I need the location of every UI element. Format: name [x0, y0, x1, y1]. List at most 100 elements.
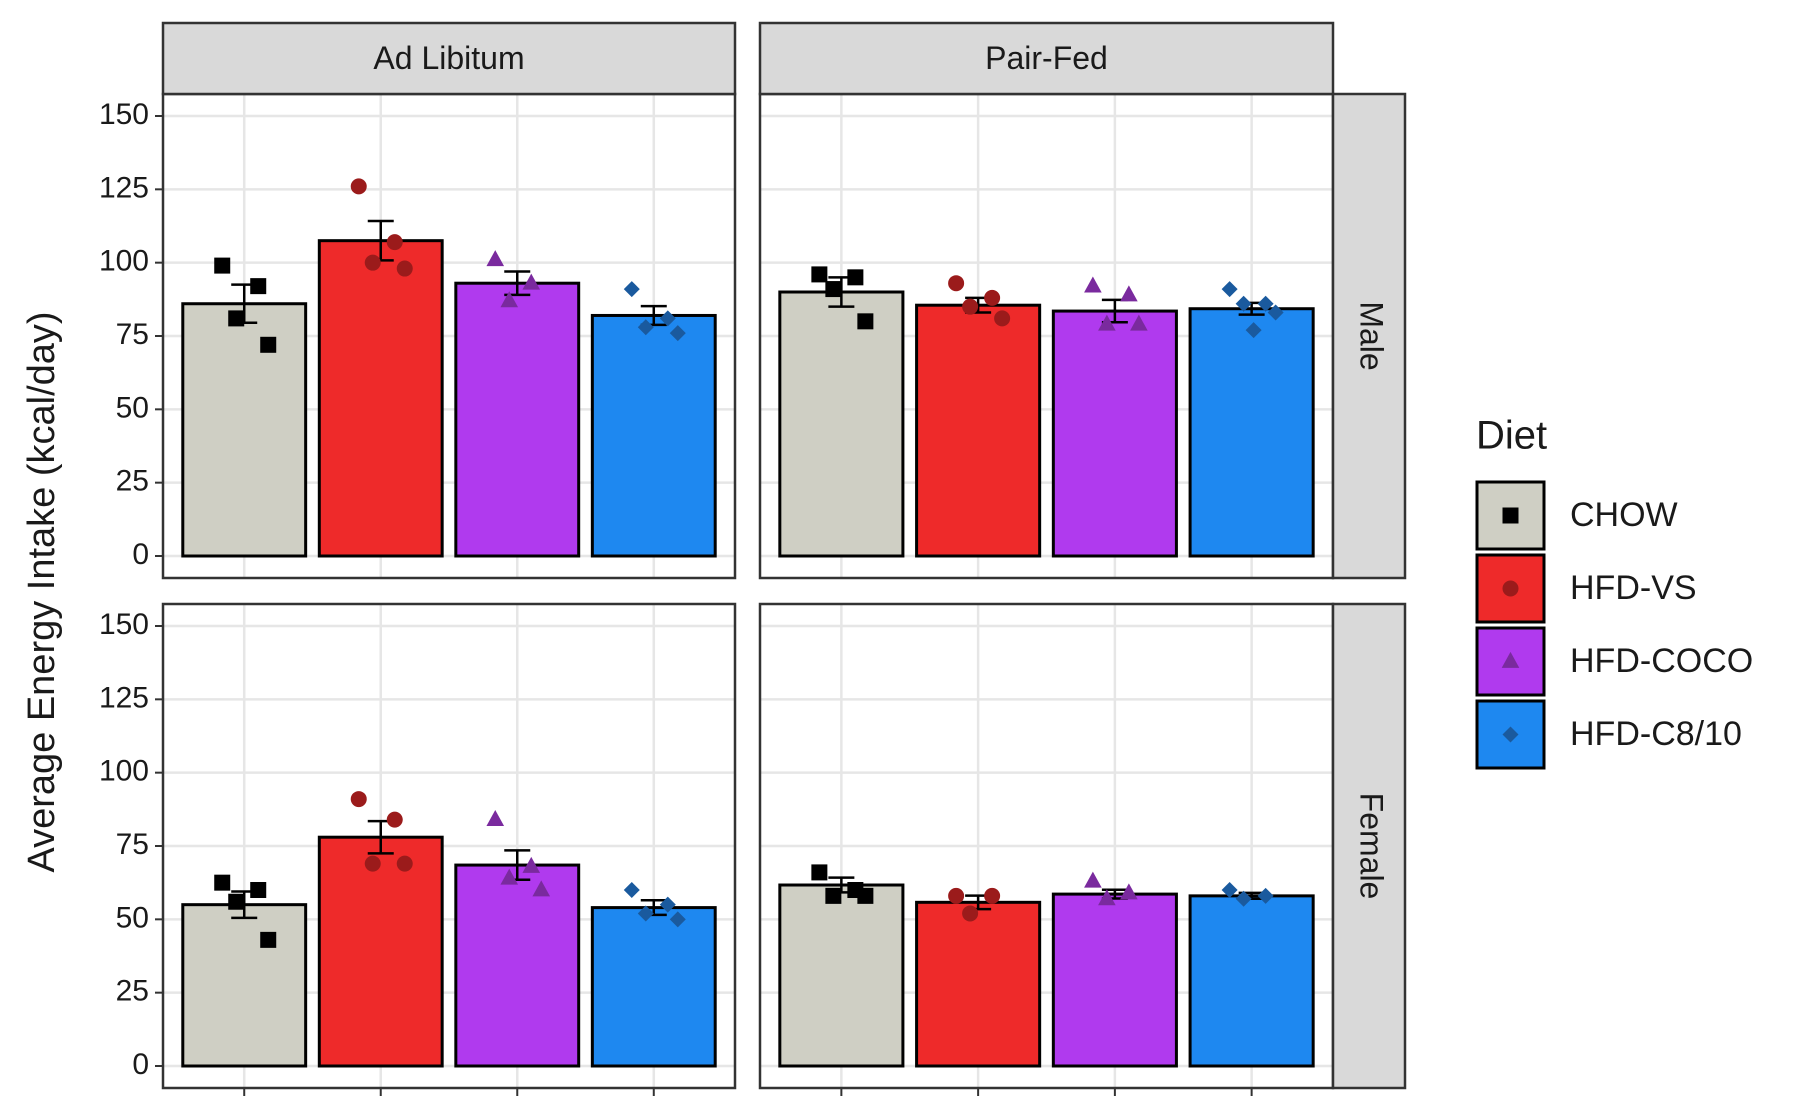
bar [181, 903, 308, 1068]
data-point [811, 266, 828, 283]
bar [1051, 892, 1178, 1068]
data-point [250, 882, 267, 898]
data-point [522, 856, 541, 873]
strip-label: Female [1354, 793, 1390, 900]
data-point [994, 310, 1011, 327]
bar [1051, 309, 1178, 558]
data-point [364, 855, 381, 872]
data-point [1084, 276, 1102, 293]
data-point [948, 275, 965, 292]
y-tick-label: 150 [99, 98, 149, 131]
data-point [260, 931, 277, 948]
data-point [1257, 887, 1274, 904]
y-tick-label: 100 [99, 755, 149, 788]
data-point [228, 893, 245, 910]
data-point [364, 254, 381, 271]
data-point [386, 811, 403, 828]
data-point [857, 887, 874, 904]
data-point [386, 234, 403, 251]
y-tick-label: 50 [116, 901, 149, 934]
strip-label: Pair-Fed [985, 40, 1108, 76]
y-tick-label: 100 [99, 245, 149, 278]
data-point [857, 313, 874, 330]
data-point [1245, 322, 1262, 339]
data-point [962, 905, 979, 922]
data-point [350, 791, 367, 808]
data-point [350, 178, 367, 195]
data-point [847, 269, 864, 286]
data-point [623, 281, 640, 298]
strip-label: Male [1354, 301, 1390, 370]
data-point [1084, 871, 1102, 888]
data-point [1098, 314, 1116, 331]
bar [317, 239, 444, 558]
legend-symbol [1502, 507, 1519, 524]
legend-label: HFD-C8/10 [1570, 715, 1742, 753]
data-point [962, 298, 979, 315]
bar [454, 281, 581, 558]
legend-label: HFD-COCO [1570, 642, 1753, 680]
panel-border [161, 602, 737, 1090]
data-point [811, 864, 828, 881]
data-point [825, 887, 842, 904]
data-point [984, 289, 1001, 306]
data-point [228, 310, 245, 327]
data-point [825, 281, 842, 298]
y-tick-label: 0 [132, 538, 149, 571]
legend-symbol [1502, 580, 1519, 597]
strip [1331, 602, 1407, 1090]
y-tick-label: 50 [116, 391, 149, 424]
data-point [1257, 295, 1274, 312]
data-point [948, 887, 965, 904]
data-point [396, 855, 413, 872]
legend-symbol [1501, 651, 1520, 668]
y-axis-label: Average Energy Intake (kcal/day) [21, 311, 63, 872]
bar [590, 313, 717, 558]
bar [317, 835, 444, 1068]
bar [778, 290, 905, 558]
y-tick-label: 125 [99, 681, 149, 714]
data-point [522, 273, 541, 290]
y-tick-label: 0 [132, 1048, 149, 1081]
y-tick-label: 75 [116, 318, 149, 351]
data-point [500, 291, 519, 308]
data-point [984, 887, 1001, 904]
strip [758, 21, 1335, 96]
data-point [396, 260, 413, 277]
data-point [669, 325, 686, 342]
strip-label: Ad Libitum [373, 40, 524, 76]
data-point [486, 810, 505, 826]
strip [1331, 92, 1407, 580]
data-point [1098, 889, 1116, 906]
y-tick-label: 75 [116, 828, 149, 861]
data-point [637, 319, 654, 336]
y-tick-label: 25 [116, 465, 149, 498]
legend-title: Diet [1476, 414, 1547, 458]
data-point [1221, 281, 1238, 298]
data-point [1235, 295, 1252, 312]
bar [915, 303, 1042, 558]
data-point [500, 868, 519, 885]
strip [161, 21, 737, 96]
data-point [659, 896, 676, 913]
data-point [1267, 304, 1284, 321]
data-point [532, 880, 551, 897]
data-point [1221, 882, 1238, 898]
legend-label: HFD-VS [1570, 569, 1697, 607]
data-point [669, 911, 686, 928]
data-point [637, 905, 654, 922]
bar [1188, 894, 1315, 1068]
data-point [214, 874, 231, 891]
data-point [1130, 314, 1148, 331]
y-tick-label: 25 [116, 975, 149, 1008]
bar [778, 883, 905, 1068]
y-tick-label: 150 [99, 608, 149, 641]
data-point [1120, 883, 1138, 900]
bar [454, 863, 581, 1068]
data-point [260, 336, 277, 353]
data-point [486, 250, 505, 267]
y-tick-label: 125 [99, 171, 149, 204]
data-point [659, 310, 676, 327]
legend-symbol [1502, 726, 1519, 743]
